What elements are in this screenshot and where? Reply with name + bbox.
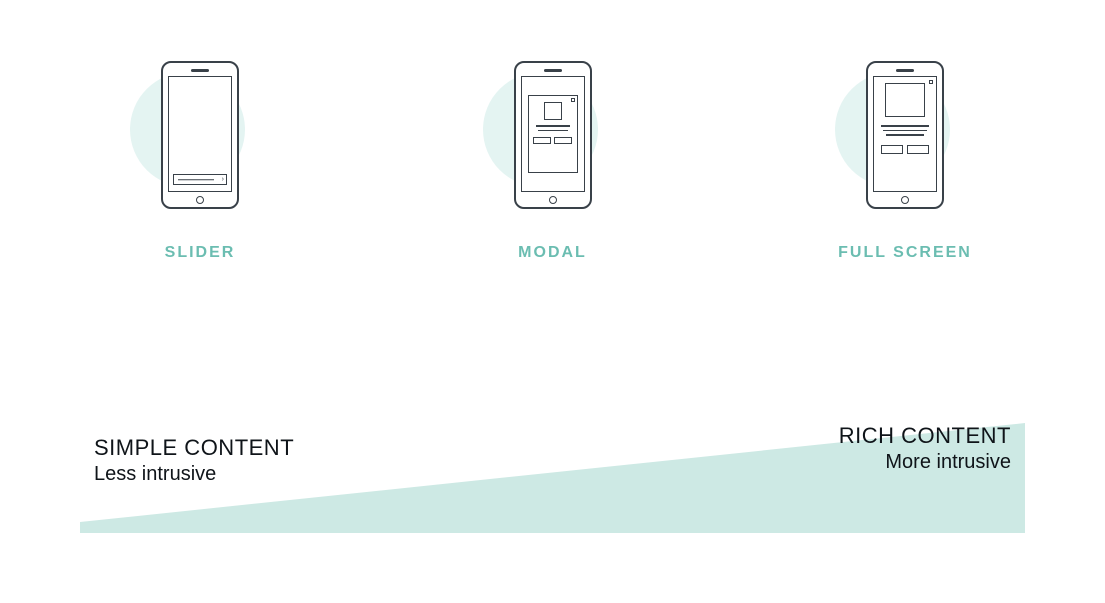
phone-illustration-modal — [493, 50, 613, 220]
phone-illustration-slider: › — [140, 50, 260, 220]
spectrum-left-labels: SIMPLE CONTENT Less intrusive — [94, 435, 294, 486]
modal-image-placeholder — [544, 102, 562, 120]
phone-col-slider: › SLIDER — [100, 50, 300, 262]
modal-button — [554, 137, 572, 144]
modal-text-line — [536, 125, 570, 127]
phone-home-button — [901, 196, 909, 204]
fullscreen-text-line — [881, 125, 929, 127]
fullscreen-text-line — [883, 130, 927, 132]
modal-button-row — [533, 137, 572, 144]
spectrum-right-sub: More intrusive — [839, 451, 1011, 474]
phone-home-button — [196, 196, 204, 204]
intrusiveness-spectrum: SIMPLE CONTENT Less intrusive RICH CONTE… — [80, 423, 1025, 533]
fullscreen-button — [907, 145, 929, 154]
spectrum-right-labels: RICH CONTENT More intrusive — [839, 423, 1011, 474]
fullscreen-button-row — [881, 145, 929, 154]
phone-frame — [866, 61, 944, 209]
phone-speaker — [191, 69, 209, 72]
phone-illustration-fullscreen — [845, 50, 965, 220]
phone-speaker — [544, 69, 562, 72]
modal-text-line — [538, 130, 568, 132]
modal-button — [533, 137, 551, 144]
phone-label-slider: SLIDER — [165, 244, 236, 262]
chevron-right-icon: › — [222, 176, 224, 183]
slider-notification-bar: › — [173, 174, 227, 185]
phone-col-modal: MODAL — [453, 50, 653, 262]
phone-frame — [514, 61, 592, 209]
spectrum-right-title: RICH CONTENT — [839, 423, 1011, 449]
phone-screen — [873, 76, 937, 192]
phone-frame: › — [161, 61, 239, 209]
close-icon — [571, 98, 575, 102]
phone-label-fullscreen: FULL SCREEN — [838, 244, 972, 262]
spectrum-left-sub: Less intrusive — [94, 463, 294, 486]
fullscreen-dialog — [874, 77, 936, 191]
fullscreen-button — [881, 145, 903, 154]
phone-home-button — [549, 196, 557, 204]
close-icon — [929, 80, 933, 84]
modal-dialog — [528, 95, 578, 173]
fullscreen-text-line — [886, 134, 924, 136]
slider-bar-line — [178, 179, 214, 181]
fullscreen-image-placeholder — [885, 83, 925, 117]
phone-speaker — [896, 69, 914, 72]
phone-screen — [521, 76, 585, 192]
spectrum-left-title: SIMPLE CONTENT — [94, 435, 294, 461]
phone-col-fullscreen: FULL SCREEN — [805, 50, 1005, 262]
phones-row: › SLIDER — [0, 0, 1105, 262]
phone-label-modal: MODAL — [518, 244, 587, 262]
phone-screen: › — [168, 76, 232, 192]
